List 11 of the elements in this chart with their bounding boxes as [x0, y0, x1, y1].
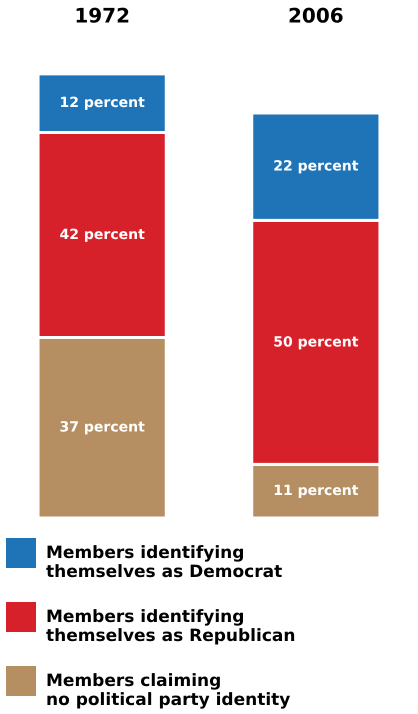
data-label: 42 percent — [60, 226, 146, 243]
data-label: 37 percent — [60, 420, 146, 436]
legend-label: Members identifying themselves as Democrat — [46, 543, 282, 582]
legend-label: Members claiming no political party identity — [46, 671, 290, 710]
data-label: 50 percent — [273, 334, 359, 350]
legend-label: Members identifying themselves as Republican — [46, 607, 296, 646]
data-label: 12 percent — [60, 95, 146, 112]
data-label: 22 percent — [273, 158, 359, 175]
x-tick-label: 2006 — [288, 4, 344, 28]
x-tick-label: 1972 — [74, 4, 130, 28]
data-label: 11 percent — [273, 483, 359, 500]
